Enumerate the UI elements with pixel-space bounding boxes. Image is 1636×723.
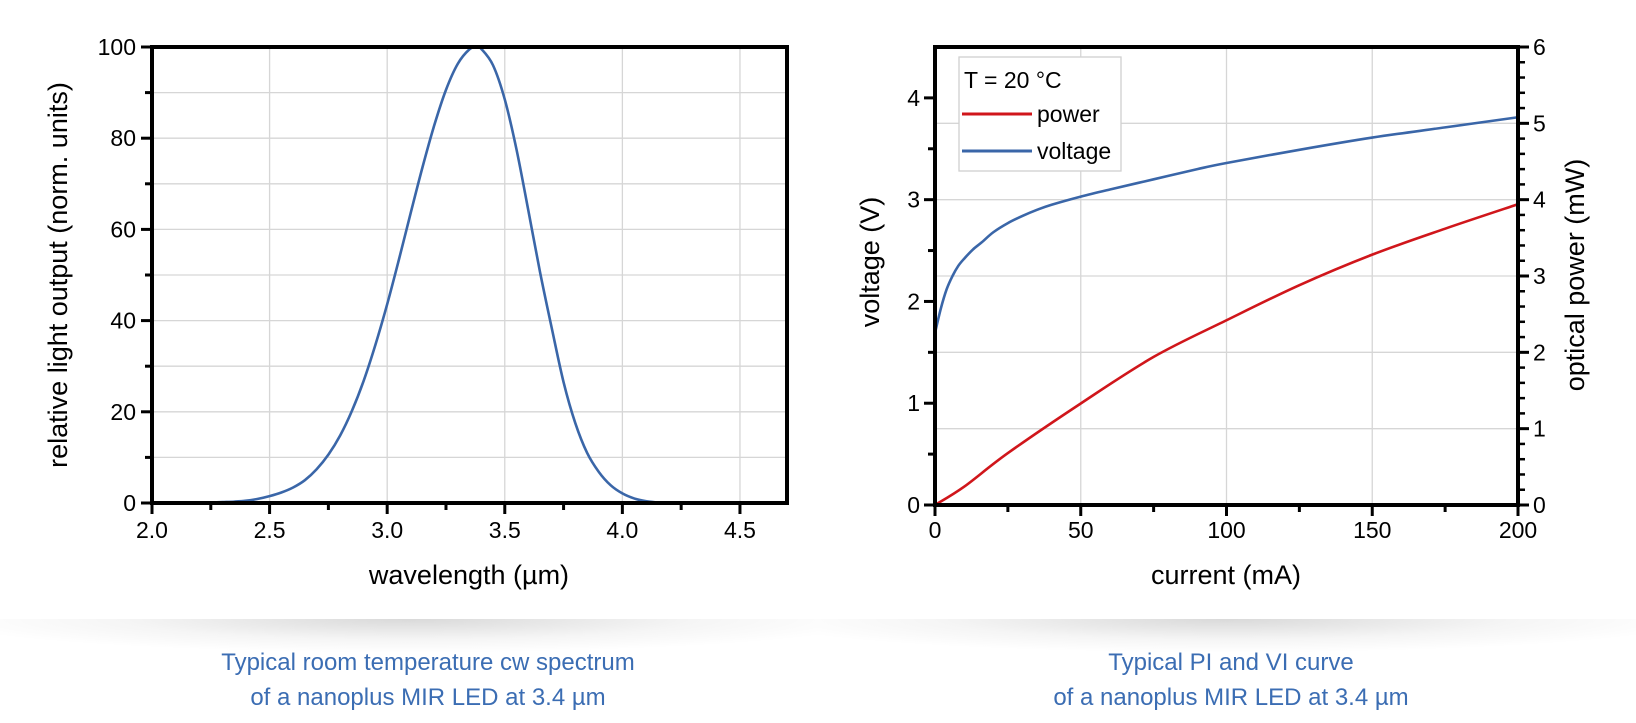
x-tick-label: 3.5 xyxy=(489,517,521,543)
ticks-layer xyxy=(924,45,1529,516)
x-tick-label: 3.0 xyxy=(371,517,403,543)
x-tick-label: 200 xyxy=(1499,517,1537,543)
legend: T = 20 °C power voltage xyxy=(958,56,1122,172)
y2-tick-label: 0 xyxy=(1533,492,1546,518)
x-tick-label: 50 xyxy=(1068,517,1094,543)
y-axis-label: relative light output (norm. units) xyxy=(43,82,73,468)
caption-pi-vi: Typical PI and VI curve of a nanoplus MI… xyxy=(931,645,1531,715)
y2-tick-label: 2 xyxy=(1533,339,1546,365)
y-tick-label: 20 xyxy=(110,399,136,425)
y2-tick-label: 6 xyxy=(1533,34,1546,60)
x-tick-label: 150 xyxy=(1353,517,1391,543)
caption-spectrum: Typical room temperature cw spectrum of … xyxy=(128,645,728,715)
legend-title: T = 20 °C xyxy=(964,67,1062,93)
spectrum-line xyxy=(197,45,664,505)
x-axis-label: current (mA) xyxy=(1151,560,1301,590)
y2-axis-label-power: optical power (mW) xyxy=(1560,159,1590,392)
ticks-layer xyxy=(141,45,742,514)
x-tick-label: 0 xyxy=(929,517,942,543)
y2-tick-label: 4 xyxy=(1533,187,1546,213)
y2-tick-label: 3 xyxy=(1533,263,1546,289)
y-tick-label: 4 xyxy=(907,85,920,111)
legend-label-power: power xyxy=(1037,101,1100,127)
y-tick-label: 0 xyxy=(123,490,136,516)
y-tick-label: 60 xyxy=(110,216,136,242)
series-layer xyxy=(933,115,1520,507)
tick-labels-layer: 2.0 2.5 3.0 3.5 4.0 4.5 0 20 40 60 80 100 xyxy=(98,34,756,543)
y-tick-label: 0 xyxy=(907,492,920,518)
caption-line-2: of a nanoplus MIR LED at 3.4 µm xyxy=(1053,684,1409,711)
y-tick-label: 40 xyxy=(110,308,136,334)
series-layer xyxy=(197,45,664,505)
x-tick-label: 100 xyxy=(1207,517,1245,543)
caption-line-2: of a nanoplus MIR LED at 3.4 µm xyxy=(250,684,606,711)
y-tick-label: 100 xyxy=(98,34,136,60)
y2-tick-label: 5 xyxy=(1533,110,1546,136)
y-tick-label: 3 xyxy=(907,187,920,213)
voltage-line xyxy=(933,115,1520,335)
y-tick-label: 80 xyxy=(110,125,136,151)
caption-line-1: Typical room temperature cw spectrum xyxy=(221,649,635,676)
y-tick-label: 2 xyxy=(907,288,920,314)
x-tick-label: 2.5 xyxy=(254,517,286,543)
y-tick-label: 1 xyxy=(907,390,920,416)
y-axis-label-voltage: voltage (V) xyxy=(855,197,885,328)
caption-line-1: Typical PI and VI curve xyxy=(1108,649,1354,676)
x-tick-label: 4.0 xyxy=(606,517,638,543)
legend-label-voltage: voltage xyxy=(1037,138,1111,164)
gridlines xyxy=(152,47,787,503)
x-tick-label: 4.5 xyxy=(724,517,756,543)
spectrum-chart: 2.0 2.5 3.0 3.5 4.0 4.5 0 20 40 60 80 100 wavelengt… xyxy=(43,34,789,590)
y2-tick-label: 1 xyxy=(1533,416,1546,442)
x-axis-label: wavelength (µm) xyxy=(368,560,569,590)
x-tick-label: 2.0 xyxy=(136,517,168,543)
power-line xyxy=(933,202,1520,507)
